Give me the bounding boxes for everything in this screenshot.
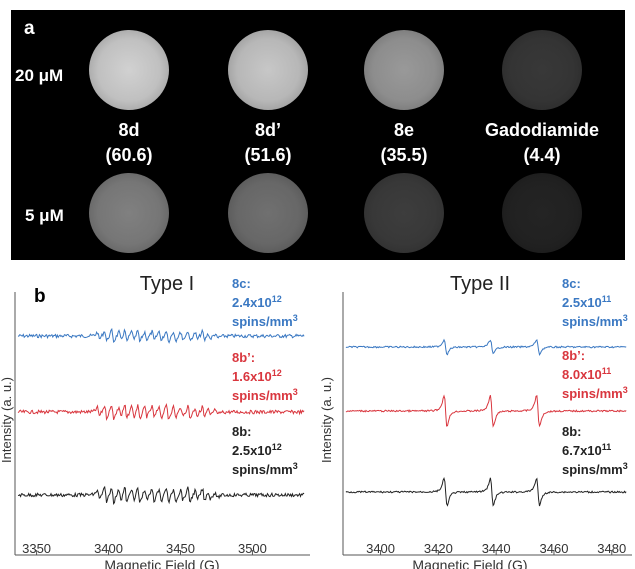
phantom-20-3: [364, 30, 444, 110]
xtick-label: 3460: [540, 541, 569, 556]
sample-value-1: (60.6): [105, 145, 153, 165]
series-unit: spins/mm3: [562, 461, 628, 477]
sample-name-4: Gadodiamide: [484, 120, 600, 140]
spectrum-trace-black: [345, 477, 627, 507]
series-count: 2.4x1012: [232, 294, 282, 310]
type-i-title: Type I: [140, 273, 194, 295]
xtick-label: 3500: [238, 541, 267, 556]
phantom-20-1: [89, 30, 169, 110]
sample-name-2: 8d’: [254, 120, 281, 140]
series-name: 8b’:: [562, 348, 585, 363]
series-name: 8b:: [562, 424, 582, 439]
series-count: 6.7x1011: [562, 442, 611, 458]
panel-a-letter: a: [24, 18, 35, 39]
xtick-label: 3450: [166, 541, 195, 556]
spectrum-trace-red: [17, 403, 305, 421]
series-count: 1.6x1012: [232, 368, 282, 384]
series-name: 8c:: [562, 276, 581, 291]
type-ii-chart: Type II Intensity (a. u.) Magnetic Field…: [319, 273, 632, 569]
type-ii-title: Type II: [450, 273, 510, 295]
xtick-label: 3400: [94, 541, 123, 556]
sample-value-2: (51.6): [244, 145, 292, 165]
series-name: 8b’:: [232, 350, 255, 365]
xtick-label: 3440: [482, 541, 511, 556]
series-unit: spins/mm3: [232, 387, 298, 403]
series-unit: spins/mm3: [562, 313, 628, 329]
spectrum-trace-blue: [345, 338, 627, 356]
series-name: 8b:: [232, 424, 252, 439]
series-count: 2.5x1012: [232, 442, 282, 458]
phantom-5-4: [502, 173, 582, 253]
sample-name-1: 8d: [118, 120, 140, 140]
spectrum-trace-blue: [17, 327, 305, 344]
phantom-5-3: [364, 173, 444, 253]
xtick-label: 3400: [366, 541, 395, 556]
sample-value-3: (35.5): [380, 145, 428, 165]
type-i-chart: Type I Intensity (a. u.) Magnetic Field …: [0, 273, 310, 569]
xtick-label: 3480: [597, 541, 626, 556]
esr-spectra-panel: b Type I Intensity (a. u.) Magnetic Fiel…: [0, 273, 632, 569]
phantom-5-2: [228, 173, 308, 253]
panel-b-letter: b: [34, 286, 46, 307]
concentration-label-5: 5 μM: [25, 206, 64, 225]
series-count: 2.5x1011: [562, 294, 611, 310]
series-unit: spins/mm3: [562, 385, 628, 401]
series-count: 8.0x1011: [562, 366, 611, 382]
phantom-5-1: [89, 173, 169, 253]
type-ii-ylabel: Intensity (a. u.): [319, 377, 334, 463]
type-i-ylabel: Intensity (a. u.): [0, 377, 14, 463]
spectrum-trace-black: [17, 485, 305, 505]
series-name: 8c:: [232, 276, 251, 291]
sample-name-3: 8e: [393, 120, 415, 140]
series-unit: spins/mm3: [232, 313, 298, 329]
xtick-label: 3420: [424, 541, 453, 556]
type-i-xlabel: Magnetic Field (G): [104, 557, 219, 569]
phantom-20-4: [502, 30, 582, 110]
mri-phantom-panel: a 20 μM 5 μM 8d (60.6) 8d’ (51.6) 8e (35.5) Ga…: [11, 10, 625, 260]
series-unit: spins/mm3: [232, 461, 298, 477]
sample-value-4: (4.4): [523, 145, 561, 165]
type-ii-xlabel: Magnetic Field (G): [412, 557, 527, 569]
phantom-20-2: [228, 30, 308, 110]
concentration-label-20: 20 μM: [15, 66, 64, 85]
spectrum-trace-red: [345, 394, 627, 428]
xtick-label: 3350: [22, 541, 51, 556]
